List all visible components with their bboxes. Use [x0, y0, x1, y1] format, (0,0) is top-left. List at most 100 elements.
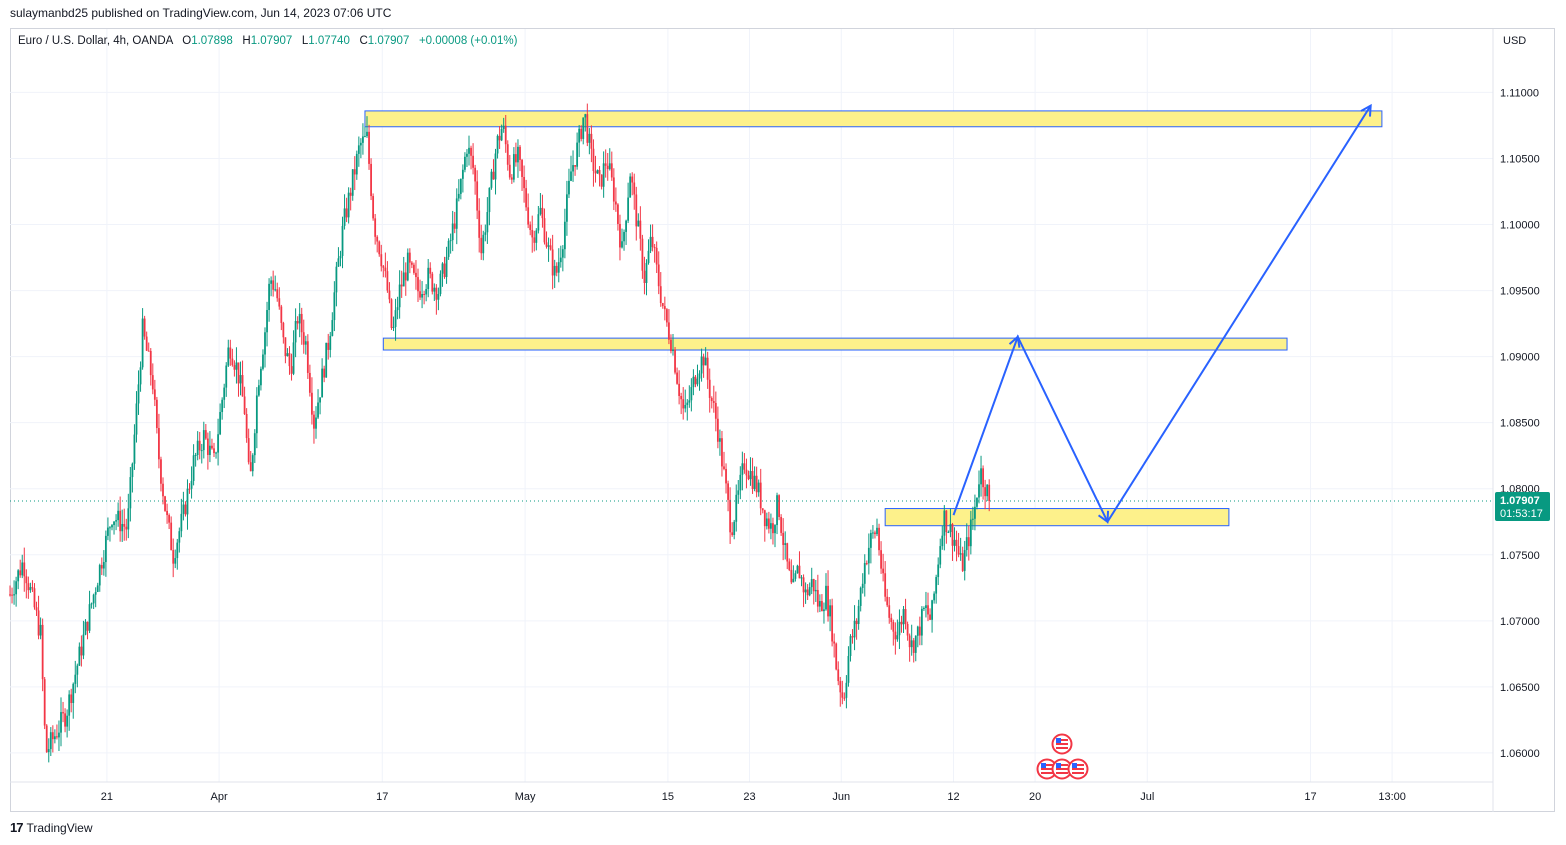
candle-body: [31, 587, 34, 589]
candle-body: [633, 182, 636, 195]
candle-body: [260, 368, 262, 386]
candle-body: [282, 322, 285, 338]
candle-body: [796, 565, 799, 574]
candle-body: [329, 335, 332, 350]
candle-body: [592, 148, 595, 171]
candle-body: [245, 413, 248, 439]
candle-body: [557, 262, 560, 273]
candle-body: [696, 378, 699, 385]
x-tick-label: 20: [1029, 791, 1041, 803]
candle-body: [710, 397, 713, 402]
candle-body: [531, 229, 534, 238]
candle-body: [111, 525, 113, 528]
candle-body: [417, 277, 419, 292]
candle-body: [778, 495, 780, 517]
candle-body: [747, 475, 750, 480]
candle-body: [878, 527, 880, 551]
candle-body: [186, 488, 189, 515]
x-tick-label: Jul: [1140, 791, 1154, 803]
candle-body: [533, 237, 536, 243]
candle-body: [249, 462, 252, 472]
candle-body: [80, 646, 83, 656]
candle-body: [663, 306, 666, 310]
candle-body: [449, 240, 452, 242]
candle-body: [843, 697, 846, 699]
candle-body: [804, 589, 807, 593]
candle-body: [109, 527, 111, 529]
candle-body: [408, 252, 411, 263]
candle-body: [892, 622, 895, 632]
candle-body: [529, 224, 532, 230]
economic-events[interactable]: [1036, 733, 1089, 780]
symbol-name[interactable]: Euro / U.S. Dollar, 4h, OANDA: [18, 35, 173, 47]
candle-body: [472, 155, 474, 168]
projection-arrows[interactable]: [952, 103, 1372, 524]
candle-body: [319, 397, 321, 403]
candle-body: [66, 715, 69, 727]
candle-body: [68, 694, 71, 716]
candle-body: [500, 129, 503, 141]
candle-body: [916, 626, 919, 636]
candle-body: [117, 510, 120, 521]
candle-body: [480, 237, 483, 254]
footer-brand[interactable]: 17 TradingView: [10, 820, 93, 835]
candle-body: [884, 573, 887, 597]
support-resistance-zones[interactable]: [364, 110, 1383, 527]
time-axis[interactable]: 21 Apr 17 May 15 23 Jun 12 20 Jul 17 13:00: [10, 781, 1493, 803]
candle-body: [45, 725, 48, 753]
candle-body: [453, 223, 456, 229]
candle-body: [857, 605, 860, 625]
candle-body: [62, 712, 64, 714]
price-axis[interactable]: 1.11000 1.10500 1.10000 1.09500 1.09000 1.085…: [1492, 29, 1540, 812]
candle-body: [274, 289, 277, 291]
candle-body: [359, 142, 362, 146]
candle-body: [708, 379, 711, 398]
candle-body: [723, 466, 725, 469]
candle-body: [251, 455, 254, 472]
candle-body: [113, 521, 115, 526]
candle-body: [647, 250, 650, 263]
candle-body: [492, 171, 495, 180]
candle-body: [821, 601, 823, 612]
candle-body: [37, 610, 40, 636]
close-value: 1.07907: [367, 35, 410, 47]
candle-body: [429, 267, 432, 274]
candle-body: [776, 495, 778, 526]
candle-body: [308, 372, 311, 393]
candle-body: [700, 356, 703, 374]
candle-body: [135, 403, 138, 435]
candle-body: [64, 713, 66, 727]
candle-body: [649, 236, 652, 251]
candle-body: [967, 537, 970, 547]
candle-body: [341, 225, 344, 256]
flag-canton: [1056, 763, 1061, 768]
candle-body: [92, 594, 95, 604]
candle-body: [904, 609, 907, 625]
candle-body: [172, 550, 175, 564]
symbol-legend: Euro / U.S. Dollar, 4h, OANDA O1.07898 H…: [18, 35, 517, 47]
candle-body: [588, 133, 591, 143]
candle-body: [349, 192, 352, 196]
candle-body: [910, 640, 913, 648]
candle-body: [25, 576, 28, 584]
currency-label[interactable]: USD: [1503, 35, 1527, 47]
flag-canton: [1056, 738, 1061, 743]
candle-body: [606, 165, 609, 170]
candle-body: [257, 385, 260, 396]
candle-body: [194, 454, 197, 456]
candle-body: [731, 532, 734, 535]
candle-body: [206, 438, 209, 455]
candle-body: [545, 242, 548, 247]
x-tick-label: 12: [947, 791, 959, 803]
candle-body: [119, 510, 122, 532]
candle-body: [410, 262, 413, 265]
candle-body: [276, 289, 279, 299]
candle-body: [439, 273, 442, 294]
candle-body: [786, 543, 789, 562]
candle-body: [894, 631, 897, 640]
candle-body: [639, 220, 642, 239]
candle-body: [535, 230, 538, 243]
candle-body: [313, 414, 315, 429]
candle-body: [914, 635, 917, 653]
